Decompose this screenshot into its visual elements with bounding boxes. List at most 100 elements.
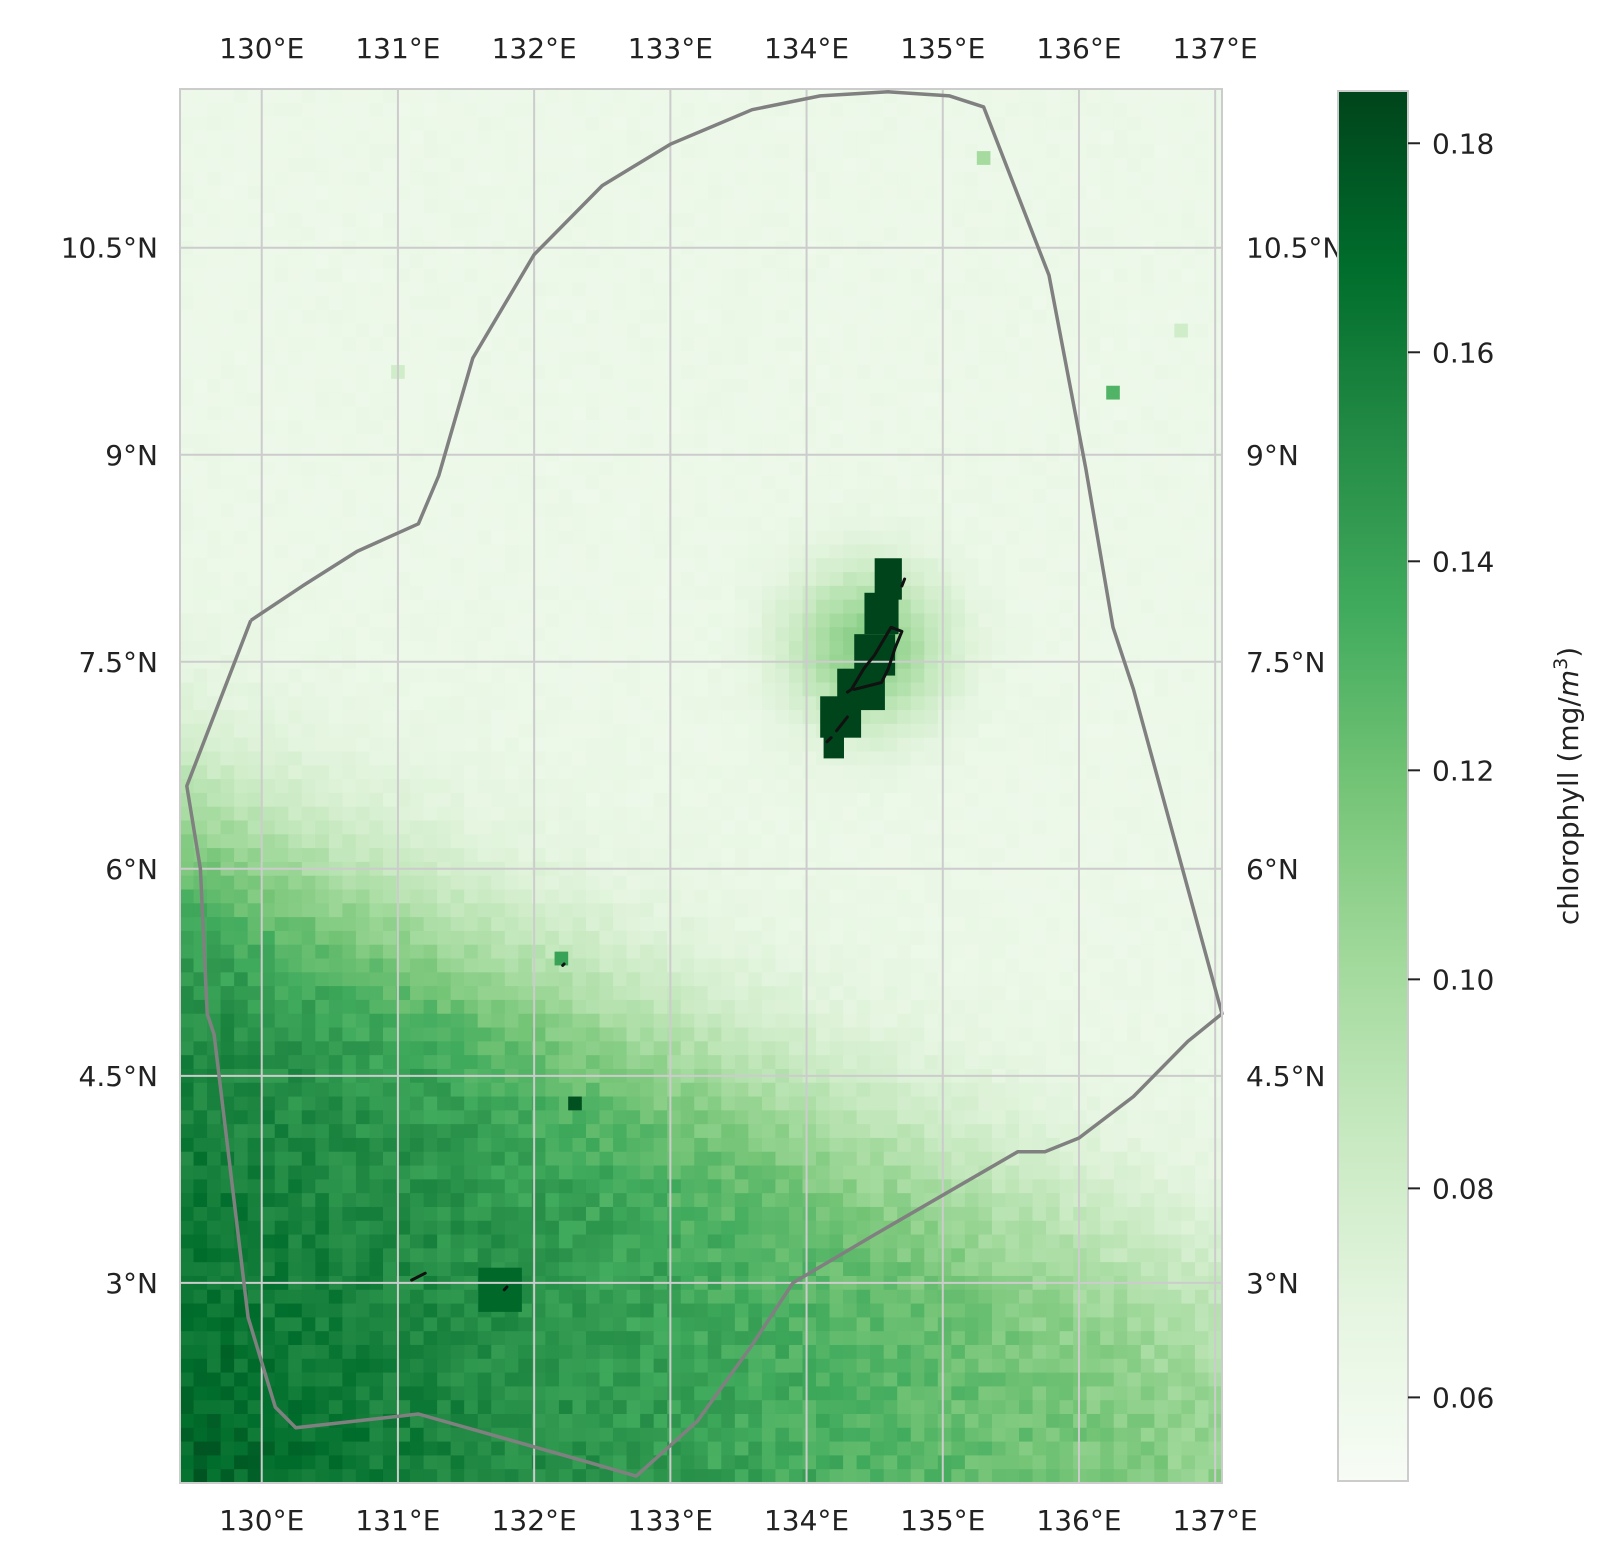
heat-cell — [585, 130, 601, 145]
heat-cell — [816, 572, 831, 587]
heat-cell — [680, 682, 695, 697]
heat-cell — [951, 779, 966, 794]
heat-cell — [342, 723, 357, 739]
heat-cell — [897, 489, 912, 504]
heat-cell — [599, 337, 614, 352]
heat-cell — [274, 503, 289, 518]
heat-cell — [504, 530, 519, 546]
heat-cell — [545, 89, 560, 104]
heat-cell — [870, 848, 885, 863]
heat-cell — [220, 723, 235, 739]
heat-cell — [180, 627, 195, 642]
heat-cell — [234, 365, 249, 380]
heat-cell — [328, 930, 343, 946]
heat-cell — [1100, 530, 1115, 546]
heat-cell — [910, 199, 925, 214]
heat-cell — [599, 792, 614, 808]
heat-cell — [1032, 365, 1047, 380]
heat-cell — [802, 420, 817, 435]
heat-cell — [369, 102, 384, 118]
heat-cell — [518, 710, 533, 725]
heat-cell — [423, 309, 438, 325]
heat-cell — [937, 102, 952, 118]
heat-cell — [734, 171, 749, 187]
heat-cell — [274, 337, 289, 352]
heat-cell — [1032, 185, 1047, 201]
heat-cell — [599, 530, 614, 546]
heat-cell — [572, 544, 587, 559]
heat-cell — [734, 434, 749, 449]
heat-cell — [1127, 958, 1142, 973]
heat-cell — [667, 889, 682, 904]
heat-cell — [234, 144, 249, 159]
heat-cell — [626, 558, 641, 573]
heat-cell — [301, 585, 316, 601]
heat-cell — [1046, 158, 1061, 173]
heat-cell — [1073, 254, 1088, 270]
heat-cell — [410, 585, 425, 601]
heat-cell — [1019, 903, 1034, 918]
heat-cell — [1032, 806, 1047, 822]
heat-cell — [477, 171, 492, 187]
heat-cell — [951, 627, 966, 642]
heat-cell — [816, 930, 831, 946]
heat-cell — [802, 116, 817, 131]
heat-cell — [355, 130, 371, 145]
heat-cell — [1019, 309, 1034, 325]
heat-cell — [1140, 710, 1155, 725]
heat-cell — [843, 848, 858, 863]
heat-cell — [599, 254, 614, 270]
heat-cell — [640, 903, 655, 918]
heat-cell — [180, 199, 195, 214]
heat-cell — [829, 917, 844, 932]
heat-cell — [991, 116, 1007, 131]
heat-cell — [991, 585, 1007, 601]
heat-cell — [437, 282, 452, 297]
heat-cell — [951, 585, 966, 601]
heat-cell — [410, 475, 425, 490]
heat-cell — [207, 779, 222, 794]
heat-cell — [991, 599, 1007, 615]
heat-cell — [1032, 199, 1047, 214]
heat-cell — [1086, 351, 1101, 366]
heat-cell — [261, 489, 276, 504]
heat-cell — [667, 392, 682, 408]
heat-cell — [1140, 930, 1155, 946]
heat-cell — [410, 723, 425, 739]
heat-cell — [1046, 378, 1061, 394]
heat-cell — [396, 323, 411, 339]
heat-cell — [910, 903, 925, 918]
heat-cell — [261, 875, 276, 891]
heat-cell — [301, 558, 316, 573]
heat-cell — [558, 668, 574, 684]
heat-cell — [816, 461, 831, 477]
heat-cell — [1194, 365, 1210, 380]
heat-cell — [410, 282, 425, 297]
heat-cell — [382, 875, 398, 891]
heat-cell — [883, 751, 898, 766]
heat-cell — [1181, 102, 1196, 118]
heat-cell — [870, 737, 885, 753]
heat-cell — [247, 254, 262, 270]
heat-cell — [355, 806, 371, 822]
heat-cell — [1046, 627, 1061, 642]
heat-cell — [1140, 572, 1155, 587]
chlorophyll-heatmap — [180, 89, 1223, 1484]
heat-cell — [816, 958, 831, 973]
heat-cell — [1005, 503, 1020, 518]
heat-cell — [1059, 944, 1074, 960]
heat-cell — [1032, 171, 1047, 187]
heat-cell — [802, 848, 817, 863]
heat-cell — [1005, 668, 1020, 684]
heat-cell — [477, 930, 492, 946]
heat-cell — [694, 599, 709, 615]
heat-cell — [1019, 185, 1034, 201]
heat-cell — [978, 627, 993, 642]
heat-cell — [626, 627, 641, 642]
heat-cell — [396, 903, 411, 918]
heat-cell — [1019, 475, 1034, 490]
heat-cell — [721, 461, 736, 477]
heat-cell — [694, 834, 709, 849]
heat-cell — [883, 792, 898, 808]
heat-cell — [829, 309, 844, 325]
